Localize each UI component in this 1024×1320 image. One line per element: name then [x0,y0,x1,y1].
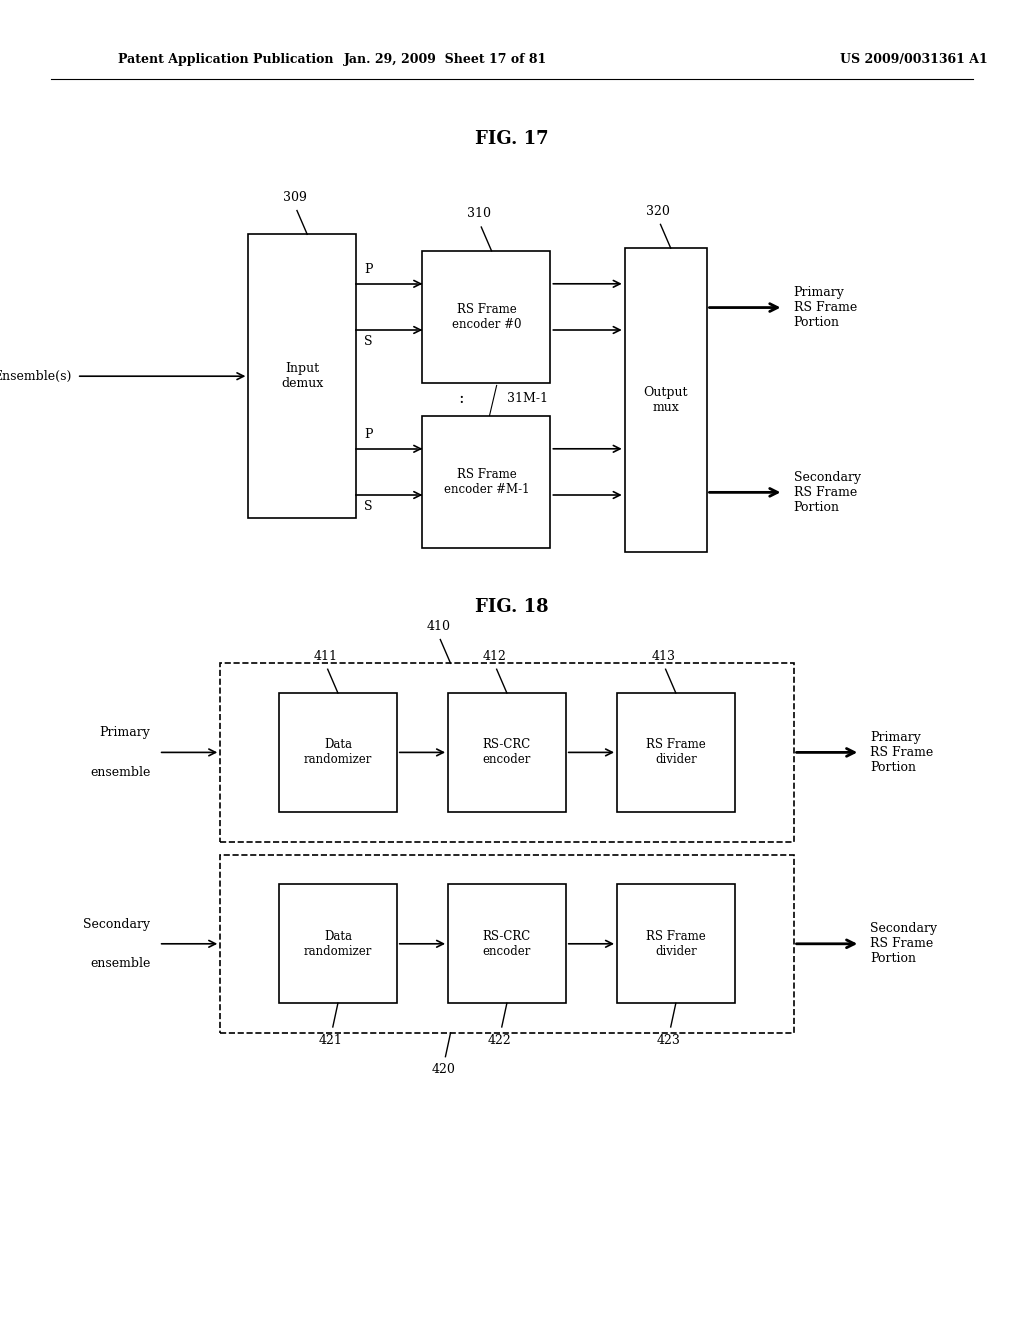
Bar [422,416,551,548]
Text: 421: 421 [318,1034,343,1047]
Bar [616,693,735,812]
Text: :: : [458,391,464,407]
Text: Primary
RS Frame
Portion: Primary RS Frame Portion [870,731,934,774]
Text: 411: 411 [313,649,338,663]
Text: Secondary: Secondary [83,917,151,931]
Text: Secondary
RS Frame
Portion: Secondary RS Frame Portion [794,471,861,513]
Text: Data
randomizer: Data randomizer [304,929,372,958]
Bar [248,235,356,519]
Bar [220,855,794,1032]
Bar [616,884,735,1003]
Text: ensemble: ensemble [90,957,151,970]
Text: Data
randomizer: Data randomizer [304,738,372,767]
Text: Input
demux: Input demux [281,362,324,391]
Bar [449,693,565,812]
Text: Secondary
RS Frame
Portion: Secondary RS Frame Portion [870,923,938,965]
Text: S: S [365,335,373,348]
Text: 412: 412 [482,649,507,663]
Text: US 2009/0031361 A1: US 2009/0031361 A1 [840,53,987,66]
Text: RS Frame
encoder #M-1: RS Frame encoder #M-1 [443,467,529,496]
Text: Primary: Primary [99,726,151,739]
Bar [279,884,397,1003]
Bar [422,251,551,383]
Text: 309: 309 [283,191,307,205]
Text: 413: 413 [651,649,676,663]
Text: 310: 310 [467,207,492,220]
Text: RS Frame
encoder #0: RS Frame encoder #0 [452,302,521,331]
Bar [449,884,565,1003]
Text: P: P [365,263,373,276]
Text: Ensemble(s): Ensemble(s) [0,370,72,383]
Text: RS-CRC
encoder: RS-CRC encoder [482,738,531,767]
Bar [279,693,397,812]
Text: RS-CRC
encoder: RS-CRC encoder [482,929,531,958]
Text: Primary
RS Frame
Portion: Primary RS Frame Portion [794,286,857,329]
Text: S: S [365,500,373,513]
Text: 422: 422 [487,1034,512,1047]
Text: 423: 423 [656,1034,681,1047]
Text: 320: 320 [646,205,671,218]
Text: 31M-1: 31M-1 [507,392,548,405]
Text: FIG. 18: FIG. 18 [475,598,549,616]
Text: P: P [365,428,373,441]
Text: Patent Application Publication: Patent Application Publication [118,53,333,66]
Text: FIG. 17: FIG. 17 [475,129,549,148]
Text: 410: 410 [426,620,451,634]
Text: RS Frame
divider: RS Frame divider [646,929,706,958]
Text: Jan. 29, 2009  Sheet 17 of 81: Jan. 29, 2009 Sheet 17 of 81 [344,53,547,66]
Bar [625,248,707,552]
Text: Output
mux: Output mux [643,385,688,414]
Text: ensemble: ensemble [90,766,151,779]
Bar [220,663,794,842]
Text: RS Frame
divider: RS Frame divider [646,738,706,767]
Text: 420: 420 [431,1064,456,1076]
